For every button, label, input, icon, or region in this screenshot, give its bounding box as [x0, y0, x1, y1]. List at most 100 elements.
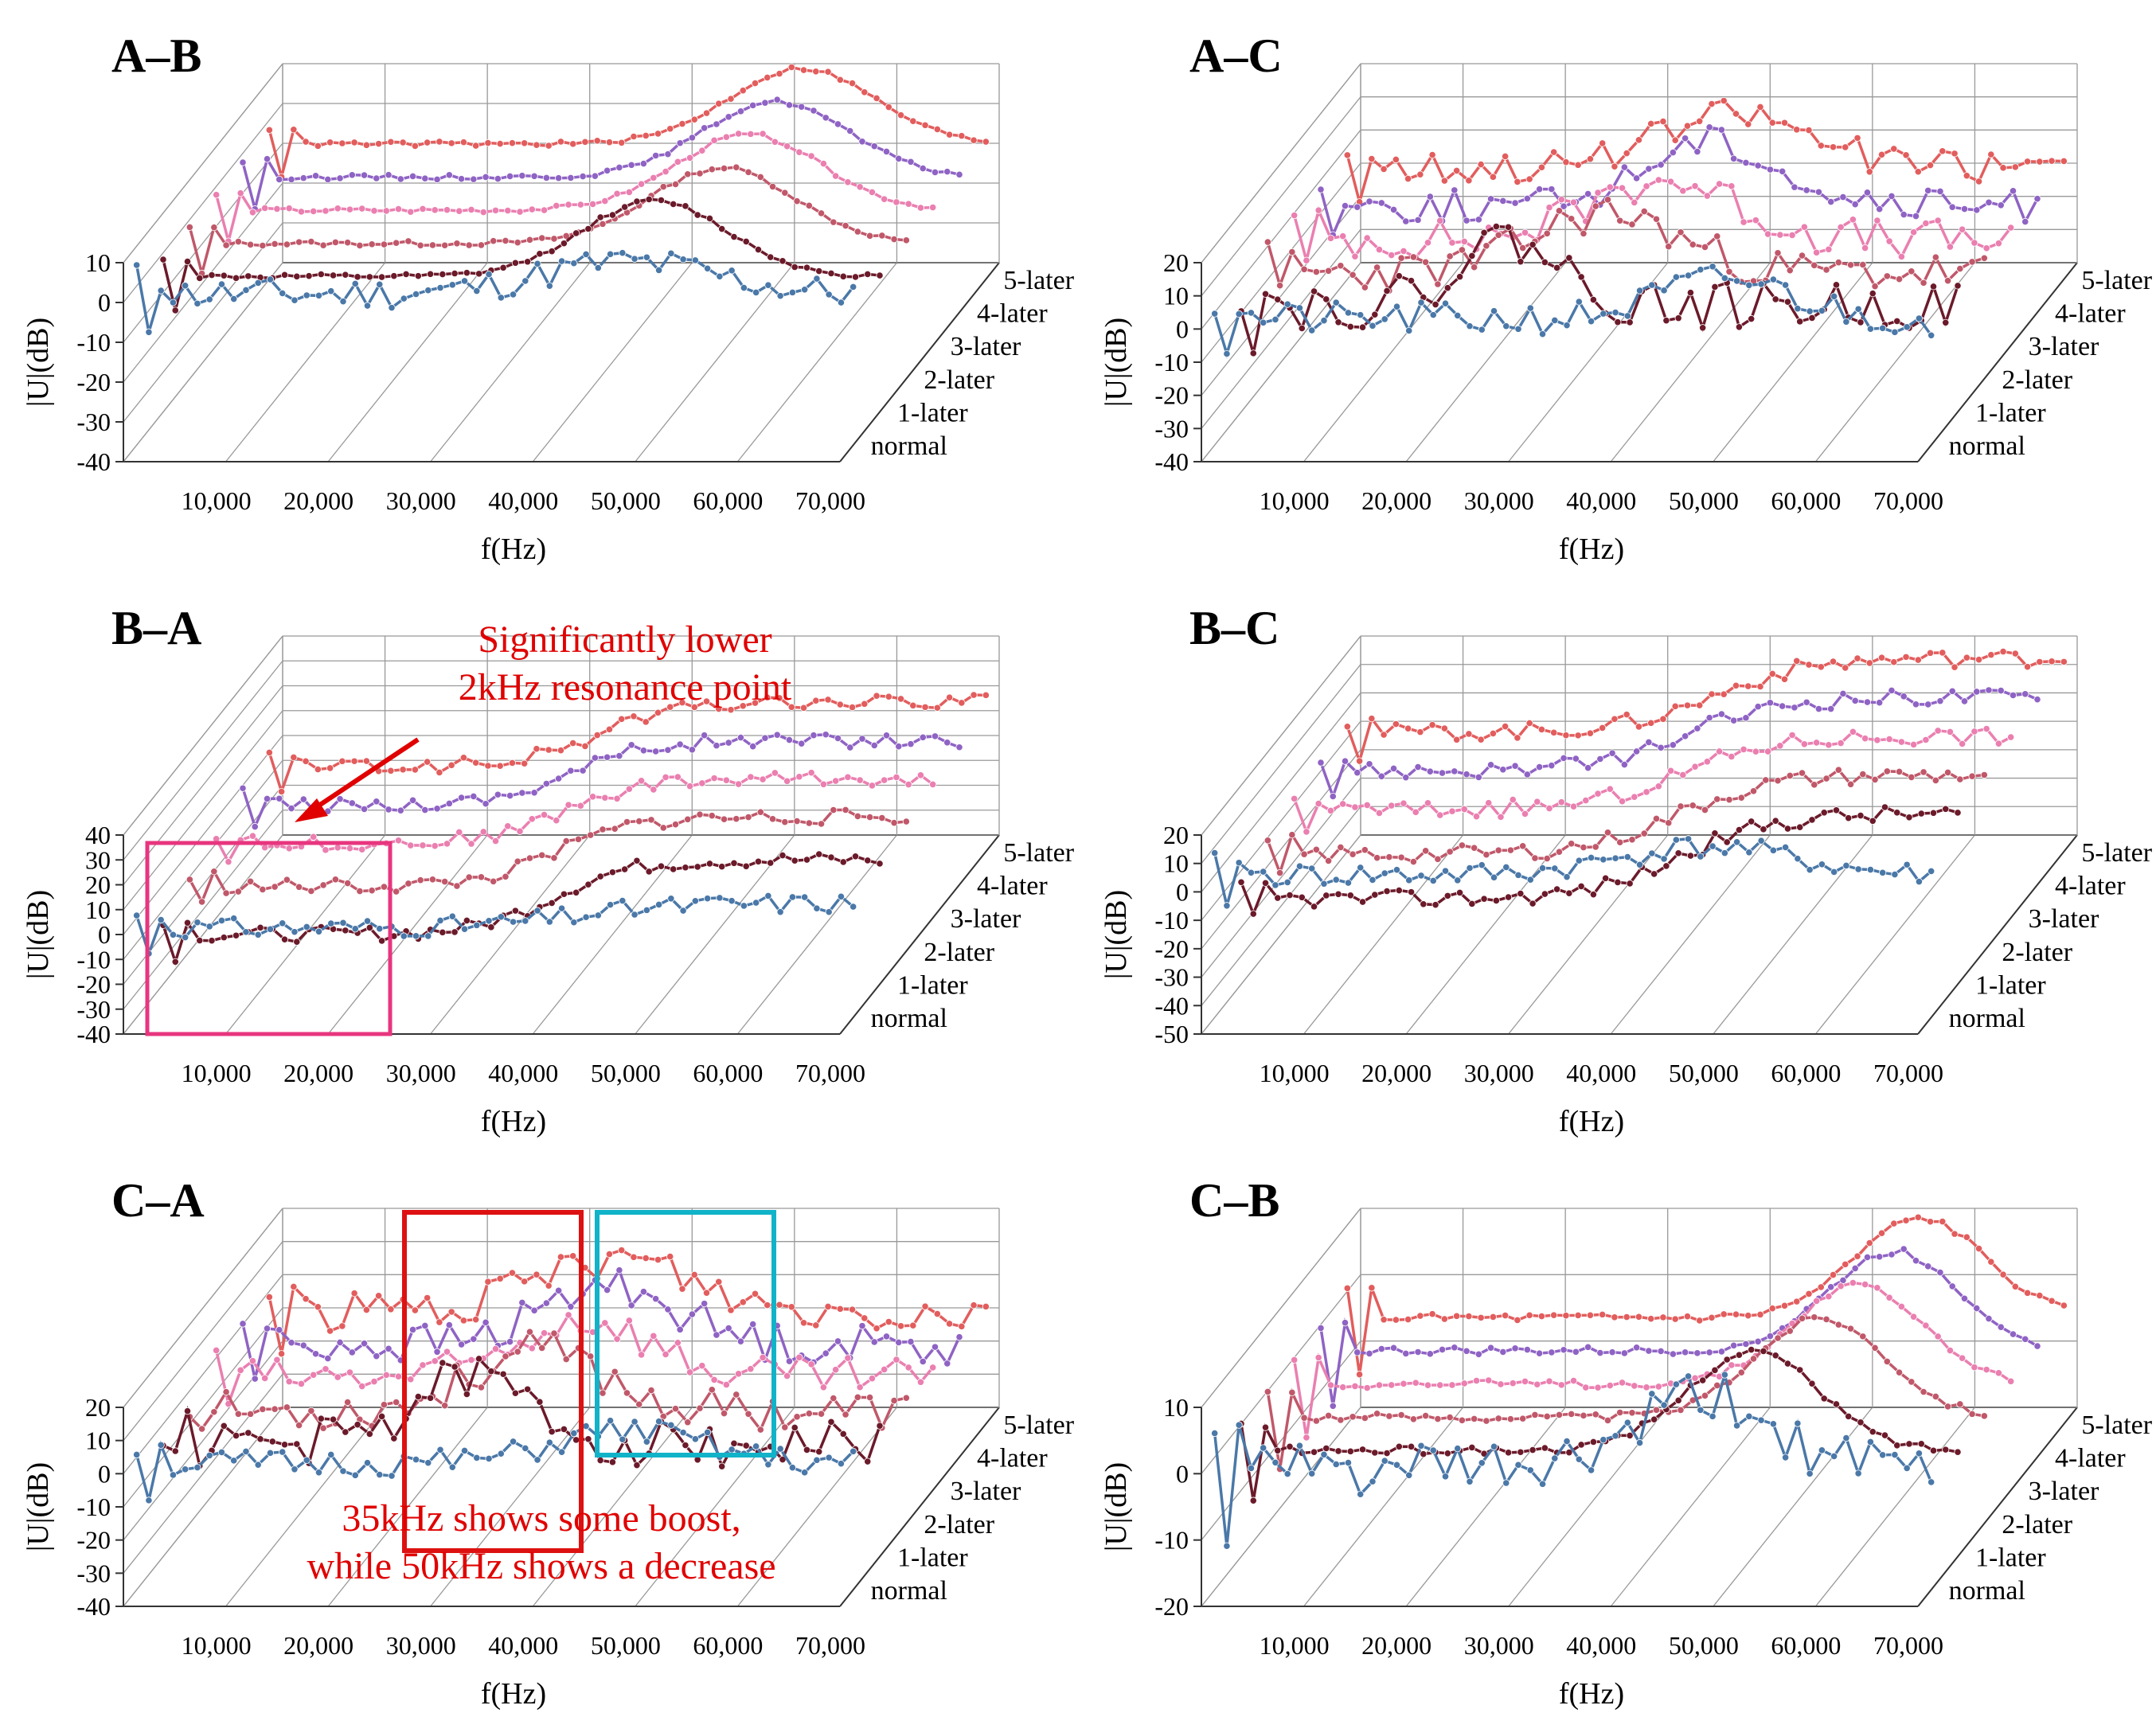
data-point — [1505, 1450, 1511, 1456]
data-point — [668, 896, 674, 902]
data-point — [623, 1390, 630, 1396]
data-point — [264, 1325, 270, 1332]
data-point — [1408, 1443, 1414, 1450]
data-point — [1264, 239, 1271, 245]
data-point — [699, 780, 705, 786]
side-wall-line — [1201, 1407, 1361, 1606]
data-point — [1333, 1461, 1339, 1467]
x-tick-label: 10,000 — [182, 1631, 252, 1660]
series-label: 5-later — [2081, 1411, 2152, 1440]
data-point — [1354, 204, 1361, 210]
data-point — [788, 64, 795, 70]
data-point — [1757, 683, 1763, 689]
data-point — [1364, 235, 1370, 241]
data-point — [1769, 119, 1775, 126]
data-point — [643, 719, 649, 725]
data-point — [1284, 1470, 1291, 1477]
data-point — [291, 928, 298, 935]
data-point — [1400, 800, 1407, 806]
data-point — [1752, 748, 1759, 755]
data-point — [1840, 193, 1846, 200]
data-point — [920, 734, 926, 740]
data-point — [1529, 241, 1536, 248]
data-point — [589, 794, 596, 800]
data-point — [1310, 903, 1317, 910]
data-point — [1432, 301, 1439, 307]
series-label: 1-later — [1975, 971, 2046, 1001]
data-point — [359, 1383, 365, 1389]
data-point — [381, 884, 387, 890]
annotation-arrow — [311, 739, 418, 811]
data-point — [533, 745, 540, 751]
data-point — [1838, 739, 1844, 746]
data-point — [2010, 188, 2016, 194]
data-point — [565, 201, 572, 208]
data-point — [1697, 702, 1703, 708]
series-label: 4-later — [977, 1444, 1048, 1473]
data-point — [400, 767, 406, 773]
data-point — [1898, 739, 1904, 745]
data-point — [1576, 857, 1582, 864]
data-point — [286, 205, 292, 211]
data-point — [1900, 693, 1907, 700]
data-point — [1689, 802, 1696, 809]
data-point — [1604, 197, 1611, 203]
data-point — [752, 289, 759, 295]
data-point — [1806, 867, 1813, 873]
series-3-later — [213, 1312, 935, 1407]
data-point — [1396, 887, 1402, 893]
data-point — [682, 1442, 689, 1448]
data-point — [922, 1303, 928, 1309]
data-point — [2060, 1302, 2067, 1309]
data-point — [1849, 1279, 1856, 1286]
data-point — [2034, 697, 2041, 703]
data-point — [929, 204, 935, 210]
data-point — [449, 1464, 455, 1470]
data-point — [378, 938, 385, 944]
series-label: normal — [1949, 1576, 2025, 1606]
data-point — [539, 1344, 545, 1351]
data-point — [260, 1406, 266, 1412]
data-point — [1959, 226, 1965, 232]
data-point — [1631, 199, 1638, 205]
data-point — [420, 842, 426, 849]
data-point — [1607, 184, 1613, 190]
y-tick-label: -30 — [1154, 414, 1189, 443]
data-point — [1442, 300, 1448, 306]
data-point — [260, 242, 266, 248]
y-axis-label: |U|(dB) — [1099, 890, 1133, 979]
data-point — [1878, 151, 1885, 158]
y-tick-label: 20 — [85, 871, 111, 899]
data-point — [834, 735, 841, 741]
data-point — [825, 697, 831, 703]
data-point — [1532, 1411, 1538, 1418]
series-label: normal — [1949, 1004, 2025, 1033]
data-point — [1995, 1370, 2002, 1376]
data-point — [1838, 1282, 1844, 1289]
data-point — [1327, 1382, 1334, 1388]
data-point — [1503, 323, 1510, 330]
data-point — [1974, 1305, 1980, 1311]
data-point — [314, 766, 321, 772]
data-point — [1849, 217, 1856, 223]
data-point — [1726, 796, 1732, 802]
data-point — [412, 142, 418, 149]
data-point — [1795, 856, 1801, 862]
data-point — [825, 1303, 831, 1309]
data-point — [1697, 853, 1704, 860]
data-point — [1275, 296, 1281, 302]
data-point — [626, 786, 632, 792]
data-point — [946, 131, 952, 138]
y-tick-label: -40 — [76, 447, 111, 476]
data-point — [1961, 698, 1967, 704]
data-point — [1357, 311, 1364, 318]
data-point — [375, 140, 381, 146]
data-point — [1576, 299, 1582, 305]
data-point — [478, 1384, 484, 1391]
data-point — [674, 1340, 681, 1346]
data-point — [716, 1278, 722, 1285]
data-point — [1568, 841, 1574, 847]
data-point — [1490, 874, 1497, 880]
data-point — [486, 1455, 492, 1461]
data-point — [391, 273, 397, 279]
